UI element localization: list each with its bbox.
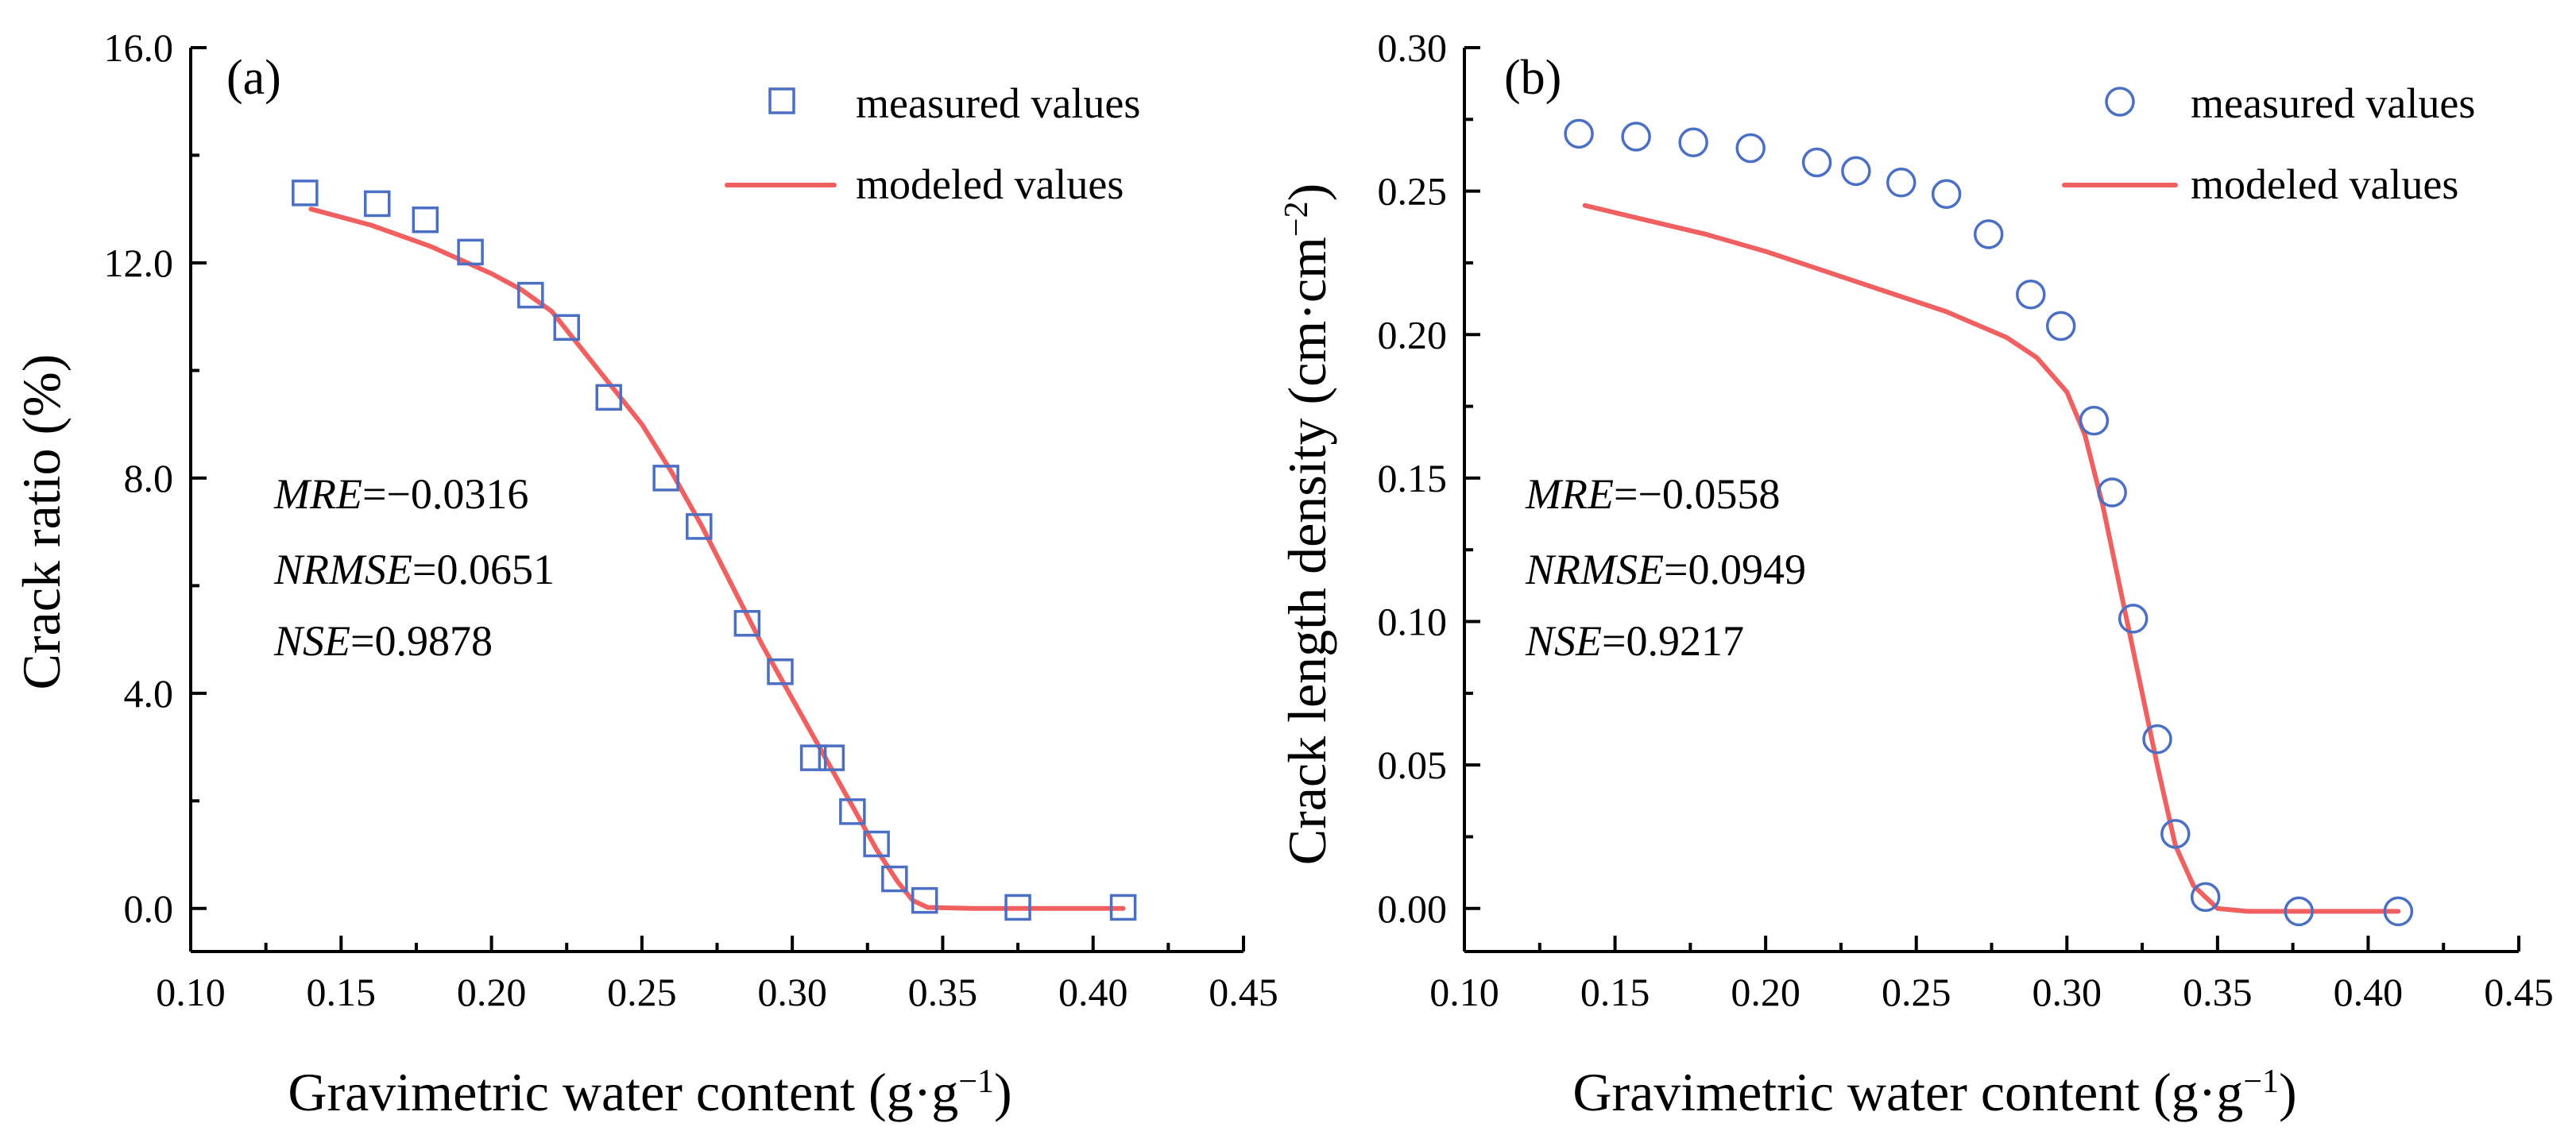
measured-point-b <box>2118 604 2149 634</box>
y-tick-label-a: 4.0 <box>124 671 174 716</box>
measured-point-a <box>881 865 908 893</box>
panel-b-legend: measured values modeled values <box>2062 79 2475 208</box>
measured-point-a <box>412 207 439 234</box>
modeled-values-line-b <box>1582 203 2401 914</box>
panel-a-x-axis-title: Gravimetric water content (g·g−1) <box>288 1062 1011 1122</box>
y-tick-label-b: 0.15 <box>1378 456 1448 500</box>
measured-point-b <box>1678 127 1708 157</box>
modeled-values-line-a <box>308 207 1126 911</box>
measured-point-b <box>2016 279 2046 310</box>
y-tick-label-b: 0.30 <box>1378 25 1448 70</box>
panel-b-stats: MRE=−0.0558 NRMSE=0.0949 NSE=0.9217 <box>1525 470 1806 665</box>
y-tick-label-b: 0.20 <box>1378 312 1448 357</box>
measured-point-b <box>2383 896 2414 927</box>
panel-a-crack-ratio-chart: 0.10 0.15 0.20 0.25 0.30 0.35 0.40 0.45 0.0 4.0 8.… <box>11 25 1278 1122</box>
measured-point-a <box>767 658 794 685</box>
measured-point-a <box>553 314 580 341</box>
stat-nse-b: NSE=0.9217 <box>1525 617 1744 665</box>
panel-a-label: (a) <box>226 51 281 105</box>
measured-point-a <box>517 281 544 309</box>
measured-point-a <box>733 610 761 637</box>
stat-mre-a: MRE=−0.0316 <box>273 470 528 518</box>
y-tick-label-a: 8.0 <box>124 456 174 500</box>
measured-point-b <box>1973 219 2004 249</box>
measured-point-b <box>1931 179 1962 209</box>
panel-b-label: (b) <box>1504 51 1561 105</box>
measured-point-b <box>2160 819 2191 849</box>
y-tick-label-a: 12.0 <box>104 241 174 285</box>
panel-b-crack-length-density-chart: 0.10 0.15 0.20 0.25 0.30 0.35 0.40 0.45 0.00 0.05… <box>1277 25 2554 1122</box>
measured-point-a <box>818 744 845 771</box>
x-tick-label-a: 0.40 <box>1058 970 1128 1014</box>
panel-a-y-axis-title: Crack ratio (%) <box>11 354 72 690</box>
measured-point-a <box>457 238 484 266</box>
measured-point-a <box>1109 894 1137 921</box>
panel-b-series <box>1564 118 2414 927</box>
measured-point-a <box>839 798 866 825</box>
x-tick-label-a: 0.25 <box>607 970 677 1014</box>
x-tick-label-b: 0.20 <box>1731 970 1800 1014</box>
x-tick-label-b: 0.30 <box>2033 970 2102 1014</box>
measured-point-a <box>799 744 827 771</box>
x-tick-label-a: 0.20 <box>457 970 527 1014</box>
panel-a-stats: MRE=−0.0316 NRMSE=0.0651 NSE=0.9878 <box>273 470 555 665</box>
measured-point-b <box>2190 882 2221 913</box>
measured-point-b <box>1735 133 1766 164</box>
x-tick-label-b: 0.45 <box>2484 970 2554 1014</box>
panel-a-series <box>292 180 1137 921</box>
y-tick-label-b: 0.05 <box>1378 743 1448 787</box>
measured-point-a <box>652 465 679 492</box>
legend-measured-label-b: measured values <box>2191 79 2475 127</box>
x-tick-label-b: 0.15 <box>1580 970 1650 1014</box>
stat-nrmse-a: NRMSE=0.0651 <box>273 546 555 593</box>
stat-nrmse-b: NRMSE=0.0949 <box>1525 546 1806 593</box>
stat-nse-a: NSE=0.9878 <box>273 617 493 665</box>
y-tick-label-a: 0.0 <box>124 886 174 931</box>
measured-point-b <box>2142 724 2172 755</box>
x-tick-label-b: 0.10 <box>1429 970 1499 1014</box>
x-tick-label-a: 0.35 <box>908 970 978 1014</box>
legend-measured-label-a: measured values <box>856 79 1140 127</box>
x-tick-label-b: 0.40 <box>2334 970 2404 1014</box>
x-tick-label-a: 0.10 <box>156 970 226 1014</box>
legend-modeled-label-b: modeled values <box>2191 160 2458 208</box>
stat-mre-b: MRE=−0.0558 <box>1525 470 1780 518</box>
x-tick-label-b: 0.35 <box>2183 970 2253 1014</box>
y-tick-label-b: 0.00 <box>1378 886 1448 931</box>
measured-point-a <box>1004 894 1031 921</box>
y-tick-label-b: 0.25 <box>1378 169 1448 214</box>
panel-a-axes: 0.10 0.15 0.20 0.25 0.30 0.35 0.40 0.45 0.0 4.0 8.… <box>104 25 1278 1014</box>
x-tick-label-a: 0.15 <box>307 970 377 1014</box>
measured-point-a <box>292 180 319 207</box>
panel-a-legend: measured values modeled values <box>725 79 1140 208</box>
measured-point-a <box>363 190 391 218</box>
measured-point-b <box>1886 168 1917 198</box>
measured-point-a <box>686 513 713 540</box>
measured-point-b <box>2284 896 2314 927</box>
legend-measured-marker-a <box>768 87 795 114</box>
measured-point-b <box>1841 156 1871 187</box>
legend-modeled-label-a: modeled values <box>856 160 1124 208</box>
measured-point-a <box>595 384 622 411</box>
measured-point-a <box>863 830 890 858</box>
x-tick-label-a: 0.30 <box>757 970 827 1014</box>
y-tick-label-b: 0.10 <box>1378 600 1448 644</box>
legend-measured-marker-b <box>2105 87 2135 117</box>
measured-point-b <box>2079 405 2110 436</box>
panel-b-x-axis-title: Gravimetric water content (g·g−1) <box>1572 1062 2296 1122</box>
measured-point-b <box>1801 147 1832 178</box>
panel-b-y-axis-title: Crack length density (cm·cm−2) <box>1277 183 1337 866</box>
measured-point-b <box>2097 477 2127 508</box>
y-tick-label-a: 16.0 <box>104 25 174 70</box>
measured-point-b <box>1621 122 1651 152</box>
measured-point-a <box>911 886 938 914</box>
x-tick-label-b: 0.25 <box>1882 970 1951 1014</box>
measured-point-b <box>2045 311 2076 342</box>
measured-point-b <box>1564 118 1594 149</box>
x-tick-label-a: 0.45 <box>1209 970 1278 1014</box>
panel-b-axes: 0.10 0.15 0.20 0.25 0.30 0.35 0.40 0.45 0.00 0.05… <box>1378 25 2554 1014</box>
